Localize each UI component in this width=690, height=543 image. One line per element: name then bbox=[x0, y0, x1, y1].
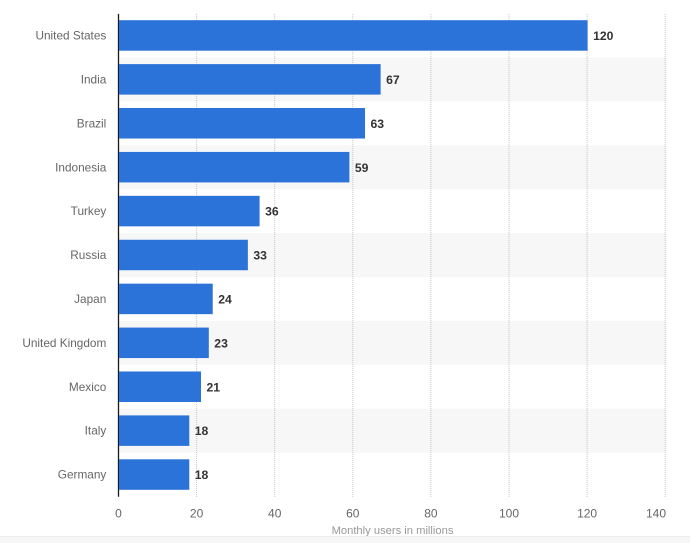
svg-text:Mexico: Mexico bbox=[69, 380, 107, 394]
svg-text:Turkey: Turkey bbox=[71, 204, 107, 218]
svg-text:40: 40 bbox=[268, 507, 282, 521]
svg-text:18: 18 bbox=[195, 468, 209, 482]
svg-text:United States: United States bbox=[35, 29, 106, 43]
svg-text:18: 18 bbox=[195, 424, 209, 438]
svg-text:63: 63 bbox=[371, 117, 385, 131]
svg-text:20: 20 bbox=[190, 507, 204, 521]
svg-text:Indonesia: Indonesia bbox=[55, 160, 107, 174]
svg-text:Italy: Italy bbox=[85, 424, 107, 438]
svg-text:Japan: Japan bbox=[74, 292, 106, 306]
svg-text:80: 80 bbox=[424, 507, 438, 521]
svg-text:0: 0 bbox=[115, 507, 122, 521]
svg-text:24: 24 bbox=[218, 293, 232, 307]
svg-text:67: 67 bbox=[386, 73, 400, 87]
svg-text:Monthly users in millions: Monthly users in millions bbox=[332, 525, 454, 537]
svg-text:100: 100 bbox=[499, 507, 519, 521]
svg-text:India: India bbox=[81, 72, 107, 86]
svg-text:23: 23 bbox=[214, 336, 228, 350]
svg-text:120: 120 bbox=[593, 29, 614, 43]
svg-text:33: 33 bbox=[253, 249, 267, 263]
svg-text:59: 59 bbox=[355, 161, 369, 175]
svg-text:Russia: Russia bbox=[70, 248, 106, 262]
svg-text:140: 140 bbox=[646, 507, 666, 521]
svg-text:60: 60 bbox=[346, 507, 360, 521]
svg-text:Germany: Germany bbox=[58, 468, 107, 482]
svg-text:21: 21 bbox=[207, 380, 221, 394]
svg-text:Brazil: Brazil bbox=[77, 116, 107, 130]
svg-text:United Kingdom: United Kingdom bbox=[22, 336, 106, 350]
svg-text:36: 36 bbox=[265, 205, 279, 219]
svg-text:120: 120 bbox=[577, 507, 597, 521]
